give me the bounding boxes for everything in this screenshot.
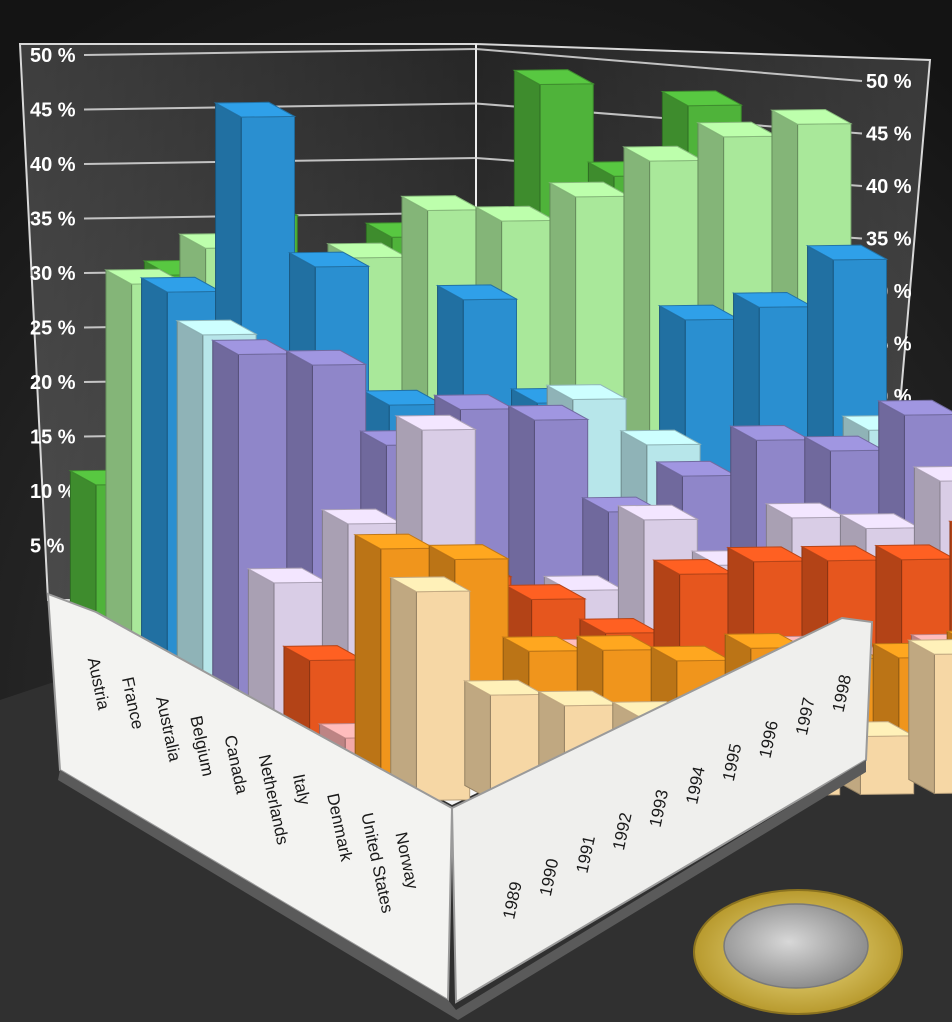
- left-tick-label: 5 %: [30, 536, 65, 558]
- base-right-panel: [450, 616, 874, 1004]
- gridline-left: [83, 102, 477, 111]
- bar: [906, 639, 952, 795]
- gridline-right: [475, 48, 863, 82]
- right-tick-label: 50 %: [866, 71, 912, 93]
- left-tick-label: 30 %: [30, 263, 76, 285]
- left-tick-label: 50 %: [30, 45, 76, 67]
- right-tick-label: 45 %: [866, 124, 912, 146]
- gridline-left: [83, 48, 477, 56]
- right-tick-label: 35 %: [866, 229, 912, 251]
- left-tick-label: 15 %: [30, 427, 76, 449]
- bar-group: [68, 69, 952, 802]
- left-tick-label: 10 %: [30, 481, 76, 503]
- bar: [388, 576, 472, 802]
- left-tick-label: 20 %: [30, 372, 76, 394]
- euro-coin: [693, 889, 903, 1015]
- right-tick-label: 40 %: [866, 176, 912, 198]
- left-tick-label: 40 %: [30, 154, 76, 176]
- base-left-panel: [46, 592, 454, 1002]
- left-tick-label: 25 %: [30, 318, 76, 340]
- left-axis-ticks: 50 % 45 % 40 % 35 % 30 % 25 % 20 % 15 % 10 % 5 %: [30, 45, 76, 558]
- left-tick-label: 35 %: [30, 209, 76, 231]
- left-tick-label: 45 %: [30, 100, 76, 122]
